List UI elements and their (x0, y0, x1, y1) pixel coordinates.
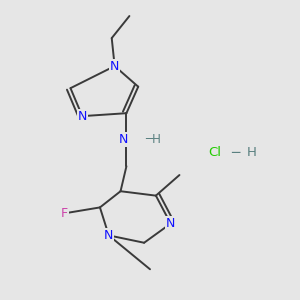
Text: F: F (61, 207, 68, 220)
Text: N: N (119, 133, 128, 146)
Text: ─H: ─H (145, 133, 160, 146)
Text: N: N (110, 60, 119, 73)
Text: Cl: Cl (208, 146, 221, 159)
Text: H: H (247, 146, 256, 159)
Text: ─: ─ (231, 146, 240, 160)
Text: N: N (166, 217, 175, 230)
Text: N: N (78, 110, 87, 123)
Text: N: N (104, 229, 113, 242)
